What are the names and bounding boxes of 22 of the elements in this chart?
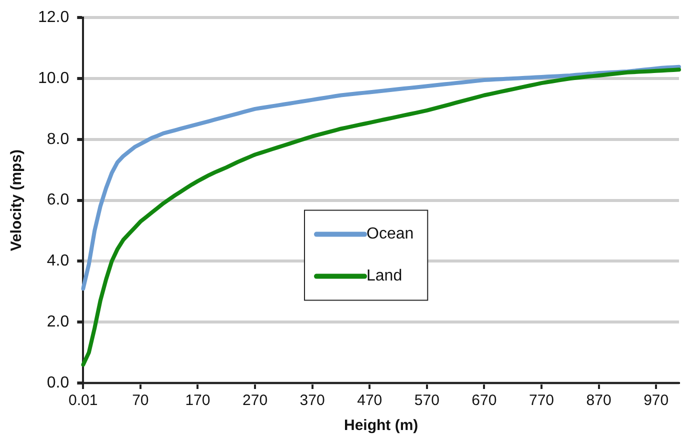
y-tick-label: 0.0 [46,374,70,392]
y-tick-label: 2.0 [46,314,70,331]
legend-label: Ocean [366,226,414,243]
y-tick-label: 12.0 [38,9,70,26]
y-tick-label: 10.0 [38,70,70,87]
y-tick-label: 4.0 [46,252,70,270]
x-tick-label: 670 [472,392,497,410]
x-tick-label: 370 [300,392,325,410]
x-tick-label: 470 [357,392,382,410]
legend-label: Land [366,268,402,285]
x-tick-label: 170 [185,392,210,410]
x-tick-label: 0.01 [68,392,98,410]
x-tick-label: 570 [414,392,440,410]
x-tick-label: 970 [644,392,669,410]
x-tick-label: 270 [242,392,268,410]
x-tick-label: 870 [586,392,612,410]
x-tick-label: 770 [528,392,554,410]
x-axis-title: Height (m) [344,417,418,434]
y-tick-label: 8.0 [46,130,70,148]
x-tick-label: 70 [132,392,149,410]
y-axis-title: Velocity (mps) [8,149,26,252]
y-tick-label: 6.0 [46,192,70,209]
